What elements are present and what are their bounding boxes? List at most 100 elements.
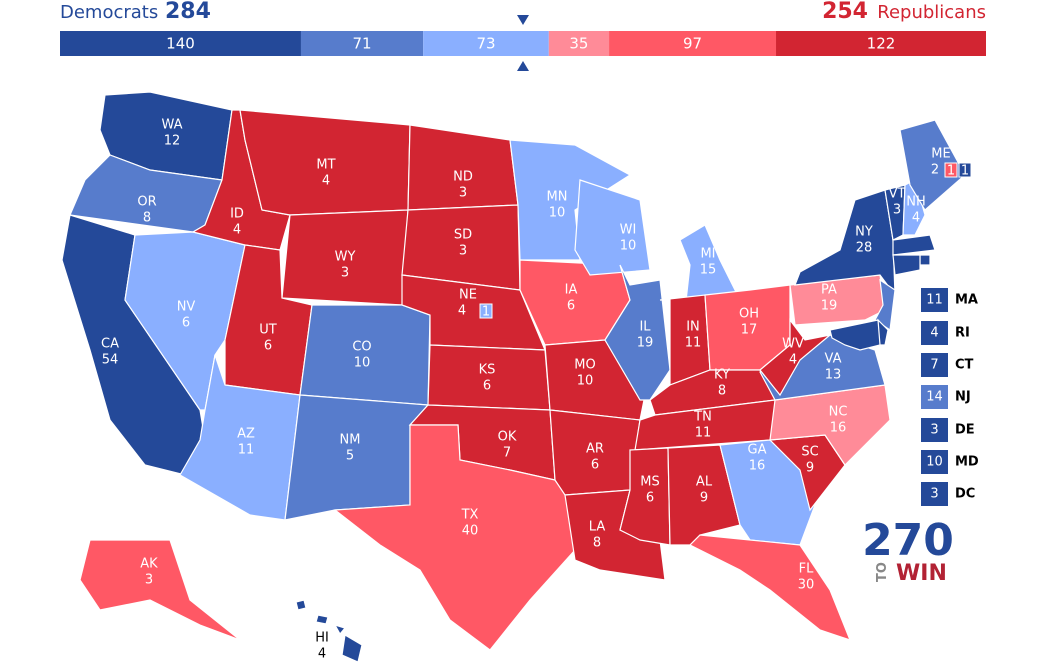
bar-segment: [60, 31, 301, 56]
state-ev: 30: [798, 578, 815, 593]
state-ev: 11: [238, 443, 255, 458]
state-ev: 6: [264, 339, 272, 354]
state-abbr: MN: [547, 190, 568, 205]
majority-marker: [517, 15, 529, 25]
state: [899, 119, 966, 211]
district-ev: 1: [947, 164, 955, 179]
state-ev: 6: [646, 491, 654, 506]
state-abbr: AR: [586, 442, 604, 457]
state-ev: 9: [806, 461, 814, 476]
state-abbr: KY: [714, 368, 730, 383]
state-ev: 6: [591, 458, 599, 473]
state-box: [921, 482, 948, 506]
state-abbr: SD: [454, 228, 472, 243]
state-ev: 10: [926, 455, 943, 470]
state-ev: 5: [346, 449, 354, 464]
state-ev: 13: [825, 368, 842, 383]
state-abbr: DE: [955, 423, 975, 438]
logo-win: WIN: [896, 561, 947, 586]
state-abbr: GA: [748, 443, 767, 458]
state-ev: 10: [549, 206, 566, 221]
state-ev: 28: [856, 241, 873, 256]
state-ev: 6: [567, 299, 575, 314]
state-abbr: IN: [686, 320, 700, 335]
bar-label: 71: [353, 35, 372, 53]
state: [427, 344, 551, 411]
state-abbr: NM: [340, 433, 361, 448]
state-ev: 11: [695, 426, 712, 441]
state-abbr: OK: [498, 430, 517, 445]
state-abbr: CO: [352, 340, 371, 355]
state-abbr: WY: [335, 250, 356, 265]
state-abbr: KS: [479, 363, 496, 378]
state-abbr: AZ: [237, 427, 255, 442]
state-ev: 3: [930, 487, 938, 502]
state-ev: 11: [685, 336, 702, 351]
state-box: [921, 418, 948, 442]
state: [892, 234, 936, 256]
bar-label: 97: [683, 35, 702, 53]
state-abbr: HI: [315, 631, 329, 646]
state-ev: 19: [637, 336, 654, 351]
state-abbr: MI: [700, 247, 715, 262]
state-abbr: FL: [799, 562, 814, 577]
state-abbr: ND: [453, 170, 473, 185]
dem-name: Democrats: [60, 2, 158, 23]
district-box: [958, 162, 972, 178]
state-abbr: PA: [821, 283, 837, 298]
state-abbr: VT: [889, 187, 906, 202]
state-box: [921, 385, 948, 409]
state-ev: 17: [741, 323, 758, 338]
district-ev: 1: [482, 305, 490, 320]
state-ev: 4: [233, 223, 241, 238]
district-box: [479, 303, 493, 319]
state-ev: 10: [354, 356, 371, 371]
state-box: [921, 450, 948, 474]
state: [759, 318, 831, 397]
dem-total: 284: [165, 0, 211, 24]
bar-label: 122: [867, 35, 896, 53]
state-ev: 8: [143, 211, 151, 226]
state-ev: 40: [462, 524, 479, 539]
state-ev: 10: [620, 239, 637, 254]
state-ev: 19: [821, 299, 838, 314]
state-abbr: WI: [620, 223, 637, 238]
bar-segment: [609, 31, 777, 56]
state-abbr: WV: [782, 337, 804, 352]
state-abbr: AK: [140, 557, 158, 572]
state-ev: 12: [164, 134, 181, 149]
state-ev: 7: [930, 358, 938, 373]
state-ev: 8: [593, 536, 601, 551]
state: [919, 254, 931, 266]
state-ev: 3: [893, 203, 901, 218]
bar-label: 140: [166, 35, 195, 53]
state-abbr: VA: [825, 352, 842, 367]
state-ev: 15: [700, 263, 717, 278]
state-abbr: DC: [955, 487, 975, 502]
bar-label: 73: [476, 35, 495, 53]
rep-name: Republicans: [877, 2, 986, 23]
state-ev: 7: [503, 446, 511, 461]
state-abbr: ID: [230, 207, 244, 222]
state-abbr: CA: [101, 337, 119, 352]
state: [79, 539, 241, 641]
state-ev: 16: [749, 459, 766, 474]
bar-label: 35: [569, 35, 588, 53]
state-abbr: OH: [739, 307, 759, 322]
state: [295, 599, 307, 611]
state-abbr: ME: [931, 147, 950, 162]
state-ev: 14: [926, 390, 943, 405]
state: [544, 339, 646, 421]
logo-to: TO: [875, 562, 890, 582]
state: [333, 424, 576, 651]
bar-segment: [423, 31, 549, 56]
state-ev: 54: [102, 353, 119, 368]
state: [574, 179, 651, 276]
state-abbr: MD: [955, 455, 979, 470]
state-ev: 11: [926, 293, 943, 308]
state-ev: 3: [145, 573, 153, 588]
state-abbr: CT: [955, 358, 974, 373]
state-abbr: NH: [906, 195, 926, 210]
state-abbr: TN: [693, 410, 712, 425]
